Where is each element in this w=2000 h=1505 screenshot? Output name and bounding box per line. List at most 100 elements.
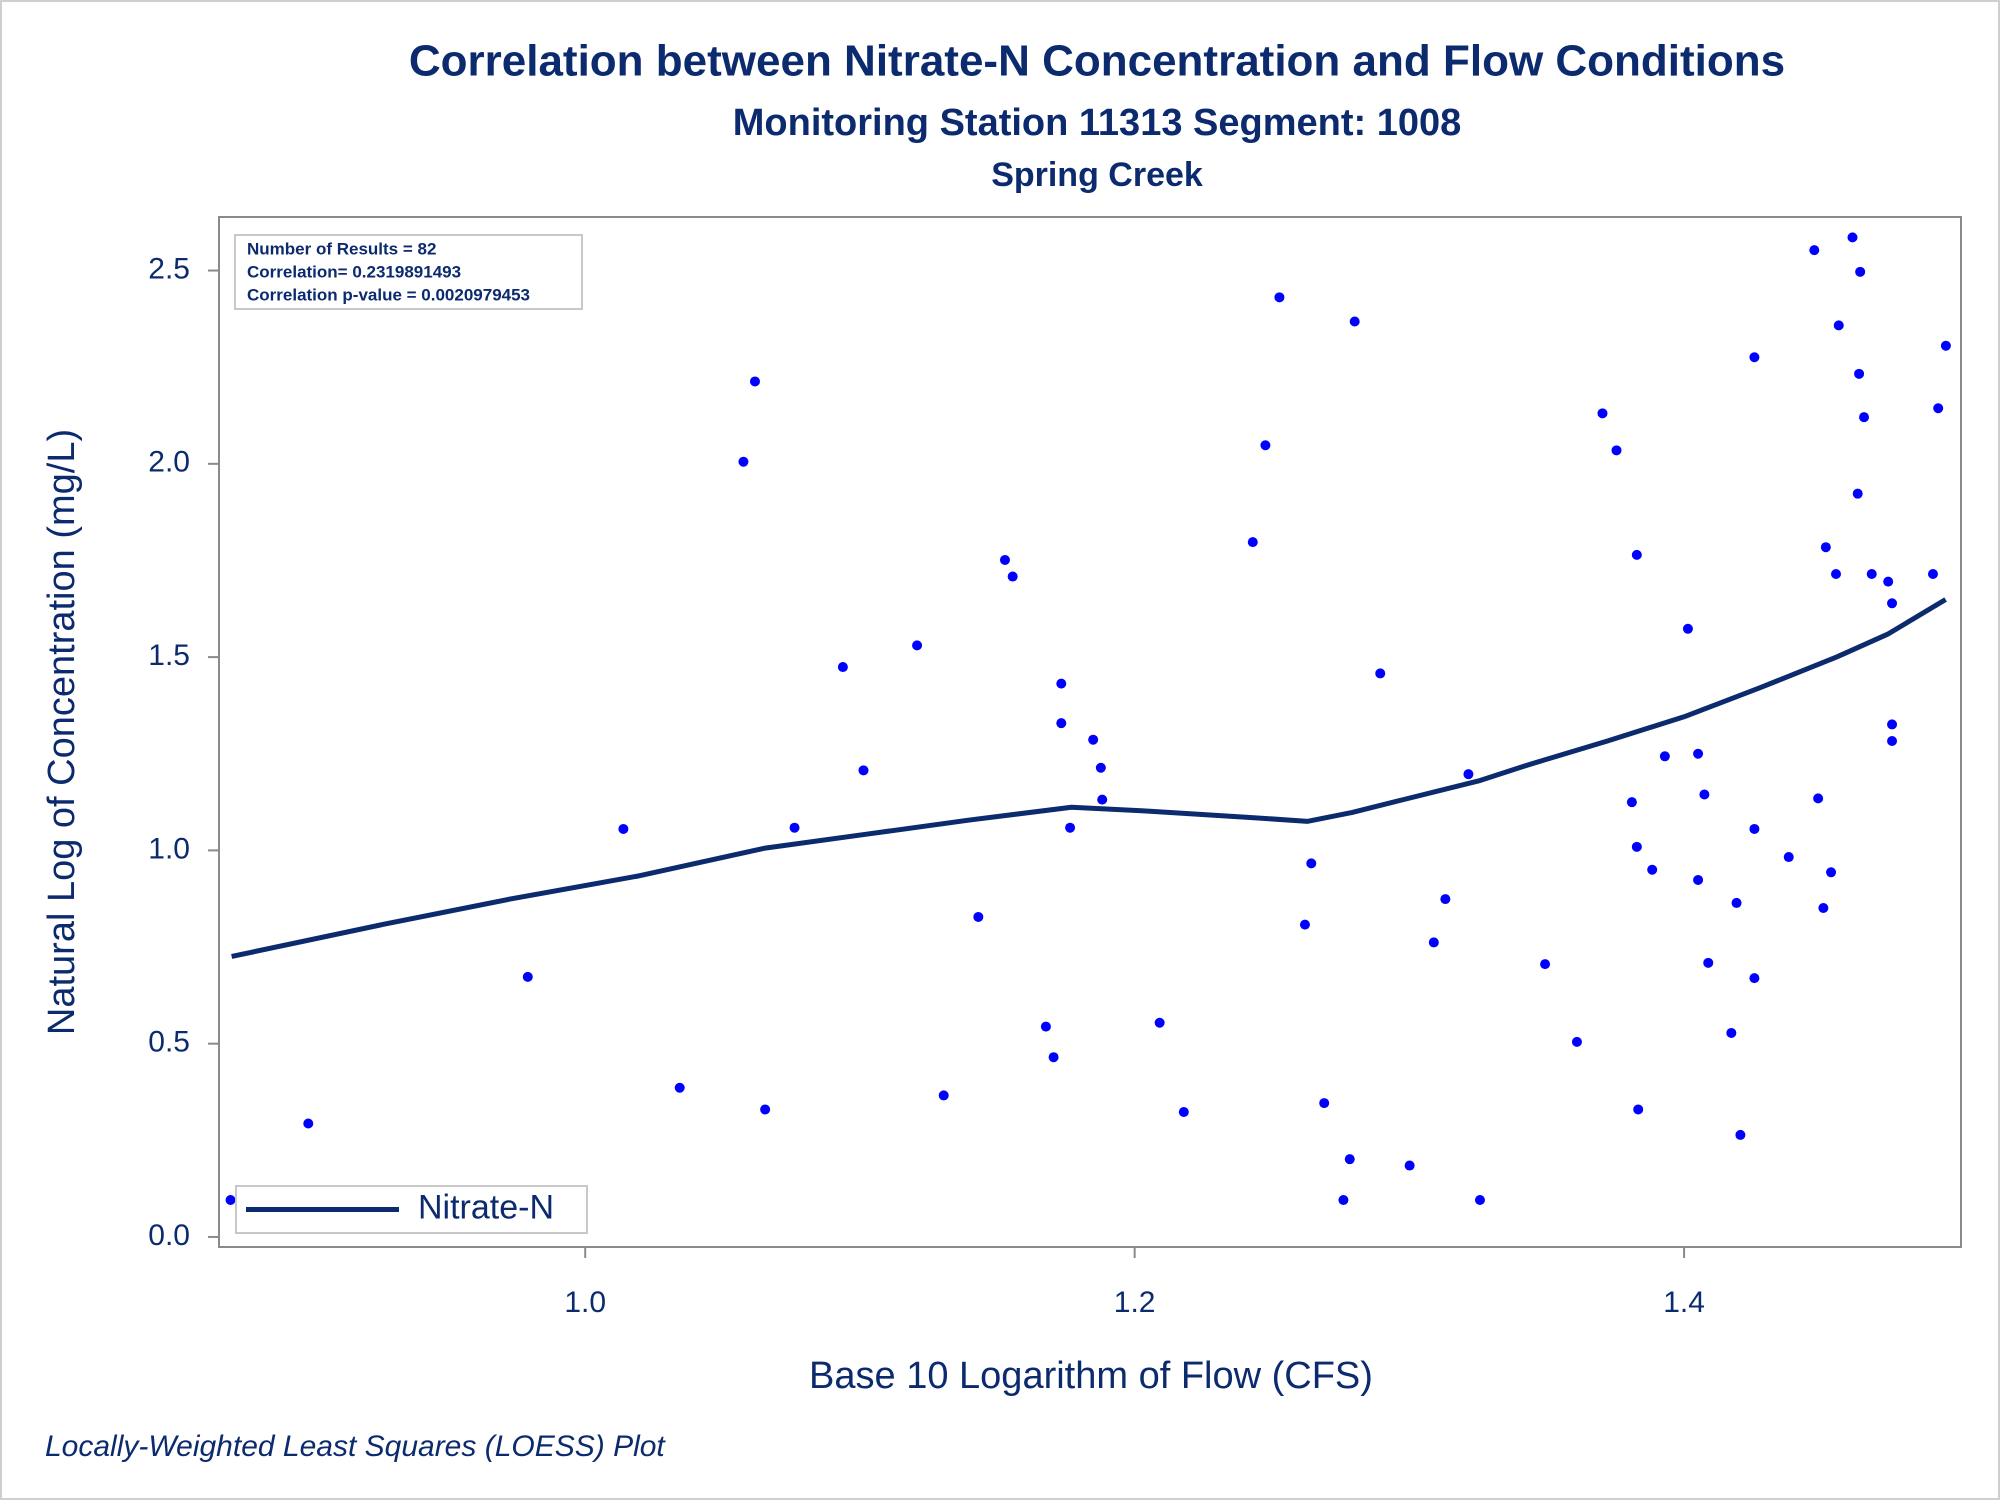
data-point xyxy=(1826,867,1837,878)
data-point xyxy=(1855,266,1866,277)
data-point xyxy=(1375,668,1386,679)
y-tick-label: 1.5 xyxy=(148,639,190,672)
data-point xyxy=(789,822,800,833)
data-point xyxy=(1349,316,1360,327)
data-point xyxy=(1611,445,1622,456)
plot-frame xyxy=(218,216,1962,1248)
data-point xyxy=(1633,1104,1644,1115)
data-point xyxy=(1833,320,1844,331)
data-point xyxy=(1933,403,1944,414)
data-point xyxy=(1178,1107,1189,1118)
chart-subtitle: Monitoring Station 11313 Segment: 1008 xyxy=(733,102,1462,144)
data-point xyxy=(1154,1017,1165,1028)
y-tick-label: 2.0 xyxy=(148,446,190,479)
data-point xyxy=(1474,1194,1485,1205)
data-point xyxy=(1095,762,1106,773)
data-point xyxy=(1726,1027,1737,1038)
y-tick-label: 2.5 xyxy=(148,252,190,285)
data-point xyxy=(1659,751,1670,762)
y-tick-label: 0.5 xyxy=(148,1026,190,1059)
x-axis-label: Base 10 Logarithm of Flow (CFS) xyxy=(809,1355,1373,1397)
data-point xyxy=(1048,1052,1059,1063)
data-point xyxy=(1866,568,1877,579)
data-point xyxy=(1097,794,1108,805)
data-point xyxy=(1007,571,1018,582)
footnote: Locally-Weighted Least Squares (LOESS) P… xyxy=(45,1430,666,1463)
data-point xyxy=(1927,568,1938,579)
data-point xyxy=(1319,1098,1330,1109)
data-point xyxy=(1831,568,1842,579)
data-point xyxy=(1693,748,1704,759)
chart-subtitle: Spring Creek xyxy=(991,156,1203,194)
data-point xyxy=(1783,852,1794,863)
stats-text: Correlation= 0.2319891493 xyxy=(247,262,461,281)
data-point xyxy=(1940,340,1951,351)
data-point xyxy=(1631,841,1642,852)
legend-label: Nitrate-N xyxy=(418,1188,554,1226)
data-point xyxy=(1463,769,1474,780)
y-tick-label: 0.0 xyxy=(148,1219,190,1252)
data-point xyxy=(674,1082,685,1093)
data-point xyxy=(1682,623,1693,634)
data-point xyxy=(1693,874,1704,885)
data-point xyxy=(1854,368,1865,379)
stats-text: Number of Results = 82 xyxy=(247,239,436,258)
data-point xyxy=(1344,1154,1355,1165)
data-point xyxy=(999,554,1010,565)
data-point xyxy=(1040,1021,1051,1032)
data-point xyxy=(1338,1194,1349,1205)
data-point xyxy=(1056,718,1067,729)
data-point xyxy=(760,1104,771,1115)
data-point xyxy=(1404,1160,1415,1171)
data-point xyxy=(1056,678,1067,689)
data-point xyxy=(1887,735,1898,746)
data-point xyxy=(1597,408,1608,419)
data-point xyxy=(1852,488,1863,499)
data-point xyxy=(1065,822,1076,833)
data-point xyxy=(973,911,984,922)
data-point xyxy=(837,662,848,673)
data-point xyxy=(1540,959,1551,970)
stats-text: Correlation p-value = 0.0020979453 xyxy=(247,285,530,304)
data-point xyxy=(1749,823,1760,834)
data-point xyxy=(1631,549,1642,560)
data-point xyxy=(1749,973,1760,984)
data-point xyxy=(1306,858,1317,869)
data-point xyxy=(1859,412,1870,423)
data-point xyxy=(1735,1129,1746,1140)
data-point xyxy=(618,823,629,834)
x-tick-label: 1.0 xyxy=(564,1286,606,1319)
data-point xyxy=(1820,542,1831,553)
data-point xyxy=(1260,440,1271,451)
data-point xyxy=(1571,1036,1582,1047)
data-point xyxy=(1247,537,1258,548)
data-point xyxy=(225,1194,236,1205)
data-point xyxy=(1274,292,1285,303)
stats-box xyxy=(234,234,583,310)
y-tick-label: 1.0 xyxy=(148,832,190,865)
data-point xyxy=(1440,894,1451,905)
data-point xyxy=(1749,352,1760,363)
data-point xyxy=(1626,797,1637,808)
x-tick-label: 1.4 xyxy=(1663,1286,1705,1319)
data-point xyxy=(1299,919,1310,930)
data-point xyxy=(1731,897,1742,908)
data-point xyxy=(1428,937,1439,948)
data-point xyxy=(1813,793,1824,804)
data-point xyxy=(303,1118,314,1129)
data-point xyxy=(1887,598,1898,609)
data-point xyxy=(749,376,760,387)
data-point xyxy=(1088,734,1099,745)
data-point xyxy=(912,640,923,651)
loess-line xyxy=(231,597,1947,959)
chart-title: Correlation between Nitrate-N Concentrat… xyxy=(409,37,1785,86)
data-point xyxy=(738,456,749,467)
data-point xyxy=(1818,903,1829,914)
data-point xyxy=(1809,245,1820,256)
data-point xyxy=(522,971,533,982)
data-point xyxy=(1647,864,1658,875)
data-point xyxy=(1847,232,1858,243)
data-point xyxy=(1887,719,1898,730)
data-point xyxy=(858,765,869,776)
